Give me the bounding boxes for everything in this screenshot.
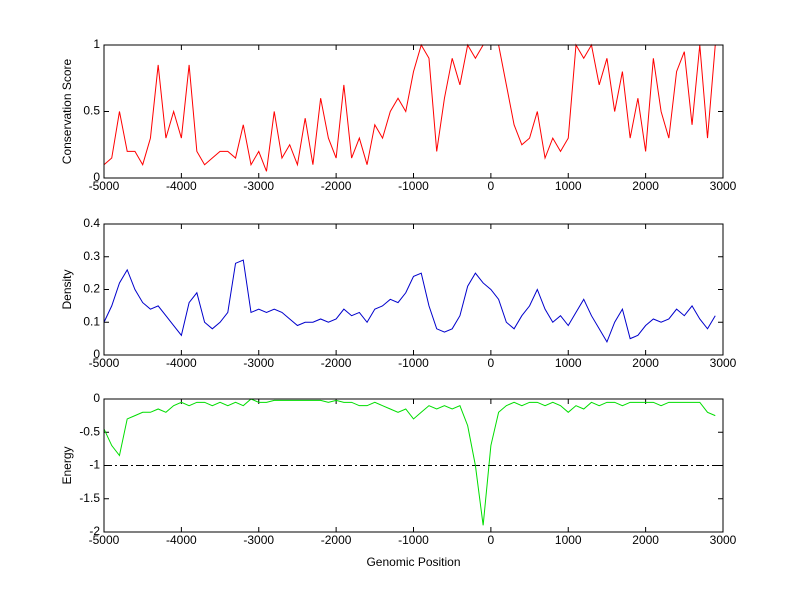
x-tick-label: -3000 [243,179,274,193]
x-tick-label: 2000 [632,533,659,547]
x-axis-label: Genomic Position [366,555,460,569]
axes-box [103,398,724,533]
y-tick-label: -1.5 [79,491,100,505]
x-tick-label: -3000 [243,356,274,370]
x-tick-label: 3000 [710,179,737,193]
data-line [103,398,716,526]
y-tick-label: 0.1 [83,314,100,328]
x-tick-label: -2000 [321,179,352,193]
x-tick-label: -3000 [243,533,274,547]
y-tick-label: -0.5 [79,424,100,438]
x-tick-label: -5000 [89,179,120,193]
x-tick-label: 0 [488,179,495,193]
x-tick-label: 1000 [555,179,582,193]
x-tick-label: -2000 [321,356,352,370]
x-tick-label: -5000 [89,533,120,547]
y-tick-label: 0.5 [83,104,100,118]
x-tick-label: -1000 [398,179,429,193]
x-tick-label: -5000 [89,356,120,370]
y-tick-label: -2 [89,524,100,538]
y-tick-label: 0 [93,391,100,405]
y-axis-label: Energy [60,446,74,484]
axes-background [104,224,723,355]
x-tick-label: -4000 [166,356,197,370]
data-line [103,259,716,344]
x-tick-label: 2000 [632,356,659,370]
y-tick-label: 0 [93,347,100,361]
y-axis-label: Conservation Score [60,58,74,164]
y-tick-label: 0.3 [83,249,100,263]
x-tick-label: 1000 [555,356,582,370]
x-tick-label: -4000 [166,179,197,193]
data-line [103,43,716,172]
y-tick-label: 0.2 [83,282,100,296]
axes-box [103,44,724,179]
axes-box [103,223,724,356]
x-tick-label: -4000 [166,533,197,547]
y-axis-label: Density [60,269,74,309]
axes-background [104,45,723,178]
x-tick-label: 0 [488,533,495,547]
x-tick-label: -1000 [398,356,429,370]
y-tick-label: 0.4 [83,216,100,230]
x-tick-label: 3000 [710,533,737,547]
y-tick-label: -1 [89,458,100,472]
x-tick-label: 0 [488,356,495,370]
y-tick-label: 0 [93,170,100,184]
x-tick-label: 2000 [632,179,659,193]
y-tick-label: 1 [93,37,100,51]
x-tick-label: -2000 [321,533,352,547]
x-tick-label: 3000 [710,356,737,370]
x-tick-label: -1000 [398,533,429,547]
x-tick-label: 1000 [555,533,582,547]
